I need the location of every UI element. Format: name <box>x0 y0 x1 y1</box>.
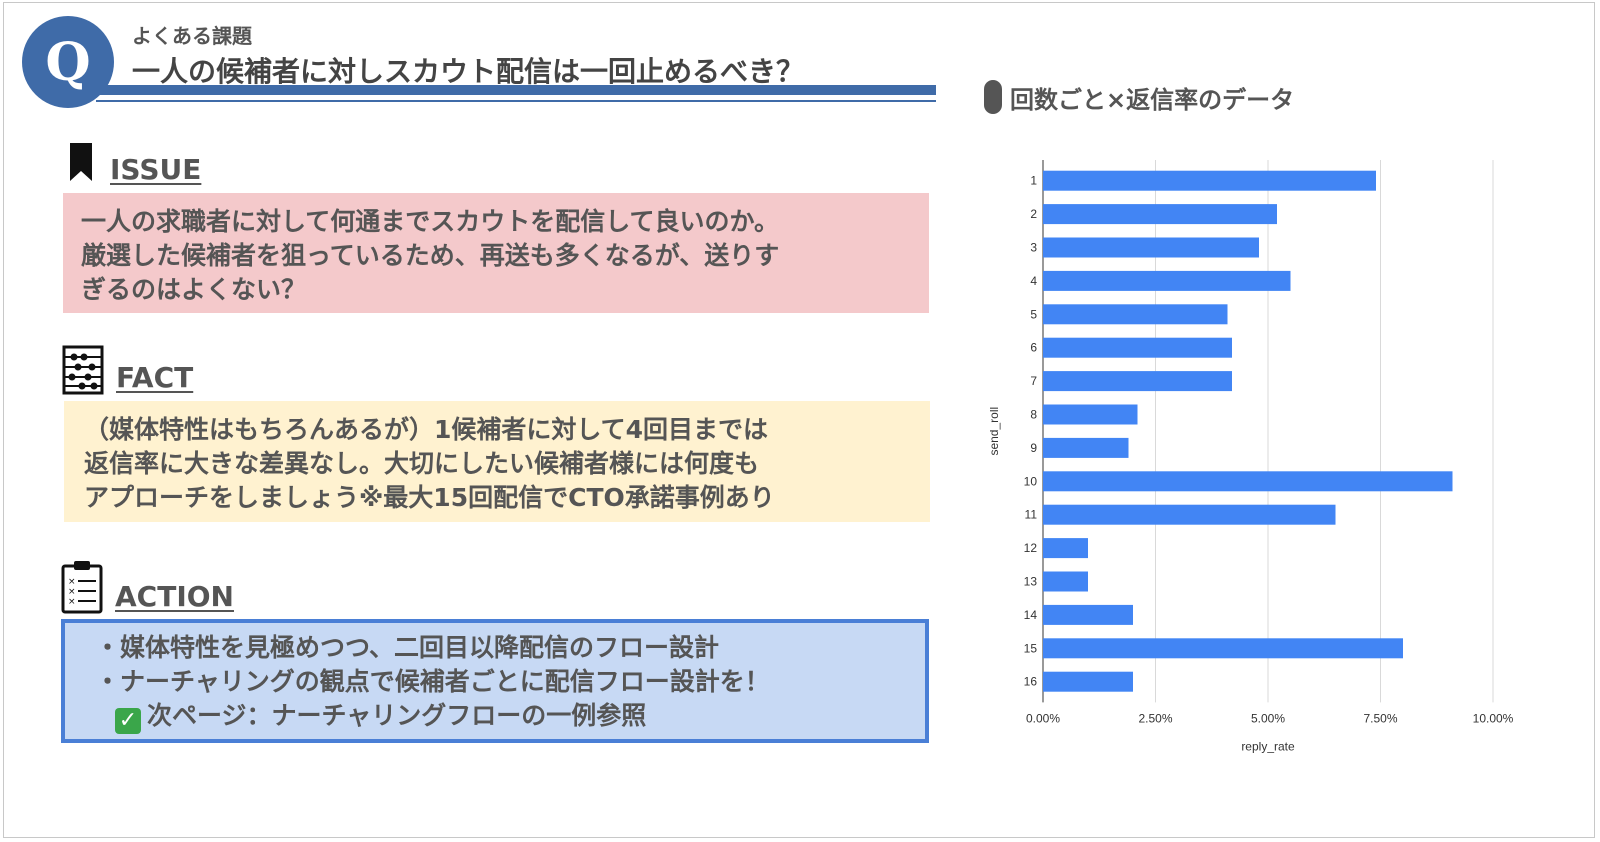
action-heading: ACTION <box>115 580 234 613</box>
bar <box>1043 371 1232 392</box>
check-mark-icon: ✓ <box>115 708 141 734</box>
bar <box>1043 204 1277 225</box>
slide-frame <box>3 2 1595 838</box>
bar <box>1043 471 1453 492</box>
bar <box>1043 571 1088 592</box>
chart-title-marker-icon <box>984 80 1002 114</box>
svg-text:×: × <box>68 577 76 587</box>
y-tick-label: 6 <box>1030 341 1037 355</box>
bar <box>1043 270 1291 291</box>
y-tick-label: 1 <box>1030 174 1037 188</box>
header-underline-line <box>96 100 936 102</box>
bar <box>1043 170 1376 191</box>
y-tick-label: 13 <box>1024 575 1038 589</box>
bar <box>1043 404 1138 425</box>
bar <box>1043 304 1228 325</box>
bar <box>1043 638 1403 659</box>
bar <box>1043 337 1232 358</box>
x-tick-label: 10.00% <box>1473 711 1514 725</box>
x-tick-label: 7.50% <box>1363 711 1397 725</box>
y-axis-title: send_roll <box>990 407 1001 456</box>
x-tick-label: 5.00% <box>1251 711 1285 725</box>
y-tick-label: 5 <box>1030 307 1037 321</box>
bar <box>1043 671 1133 692</box>
issue-box: 一人の求職者に対して何通までスカウトを配信して良いのか。 厳選した候補者を狙って… <box>63 193 929 313</box>
chart-title: 回数ごと×返信率のデータ <box>1010 86 1295 114</box>
y-tick-label: 12 <box>1024 541 1038 555</box>
x-tick-label: 0.00% <box>1026 711 1060 725</box>
next-page-note: ✓ 次ページ：ナーチャリングフローの一例参照 <box>95 699 895 734</box>
y-tick-label: 2 <box>1030 207 1037 221</box>
y-tick-label: 15 <box>1024 641 1038 655</box>
y-tick-label: 9 <box>1030 441 1037 455</box>
bookmark-icon <box>68 141 94 187</box>
action-box: ・媒体特性を見極めつつ、二回目以降配信のフロー設計 ・ナーチャリングの観点で候補… <box>61 619 929 743</box>
bar <box>1043 237 1259 258</box>
y-tick-label: 11 <box>1025 508 1038 522</box>
issue-text-line: 一人の求職者に対して何通までスカウトを配信して良いのか。 <box>81 207 780 236</box>
svg-text:×: × <box>68 597 76 607</box>
action-item: ・ナーチャリングの観点で候補者ごとに配信フロー設計を！ <box>95 667 770 696</box>
fact-text-line: （媒体特性はもちろんあるが）1候補者に対して4回目までは <box>84 415 769 444</box>
bar <box>1043 604 1133 625</box>
y-tick-label: 14 <box>1024 608 1038 622</box>
fact-heading: FACT <box>116 361 194 394</box>
abacus-icon <box>62 345 104 399</box>
next-page-text: 次ページ：ナーチャリングフローの一例参照 <box>147 701 647 730</box>
header-kicker: よくある課題 <box>132 24 252 48</box>
x-tick-label: 2.50% <box>1138 711 1172 725</box>
action-item: ・媒体特性を見極めつつ、二回目以降配信のフロー設計 <box>95 633 720 662</box>
y-tick-label: 3 <box>1030 241 1037 255</box>
y-tick-label: 8 <box>1030 408 1037 422</box>
issue-text-line: 厳選した候補者を狙っているため、再送も多くなるが、送りす <box>81 241 780 270</box>
fact-box: （媒体特性はもちろんあるが）1候補者に対して4回目までは 返信率に大きな差異なし… <box>64 401 930 522</box>
page-title: 一人の候補者に対しスカウト配信は一回止めるべき？ <box>132 55 805 88</box>
bar <box>1043 504 1336 525</box>
y-tick-label: 16 <box>1024 675 1038 689</box>
clipboard-checklist-icon: × × × <box>60 560 104 618</box>
bar-chart: 0.00% 2.50% 5.00% 7.50% 10.00%12345678910111… <box>990 160 1514 753</box>
y-tick-label: 7 <box>1030 374 1037 388</box>
bar <box>1043 437 1129 458</box>
y-tick-label: 4 <box>1030 274 1037 288</box>
bar <box>1043 538 1088 559</box>
svg-text:×: × <box>68 587 76 597</box>
issue-text-line: ぎるのはよくない？ <box>81 275 307 304</box>
issue-heading: ISSUE <box>110 153 202 186</box>
header-underline-bar <box>96 85 936 95</box>
fact-text-line: 返信率に大きな差異なし。大切にしたい候補者様には何度も <box>84 449 760 478</box>
x-axis-title: reply_rate <box>1241 739 1295 753</box>
fact-text-line: アプローチをしましょう※最大15回配信でCTO承諾事例あり <box>84 483 775 512</box>
y-tick-label: 10 <box>1024 474 1038 488</box>
